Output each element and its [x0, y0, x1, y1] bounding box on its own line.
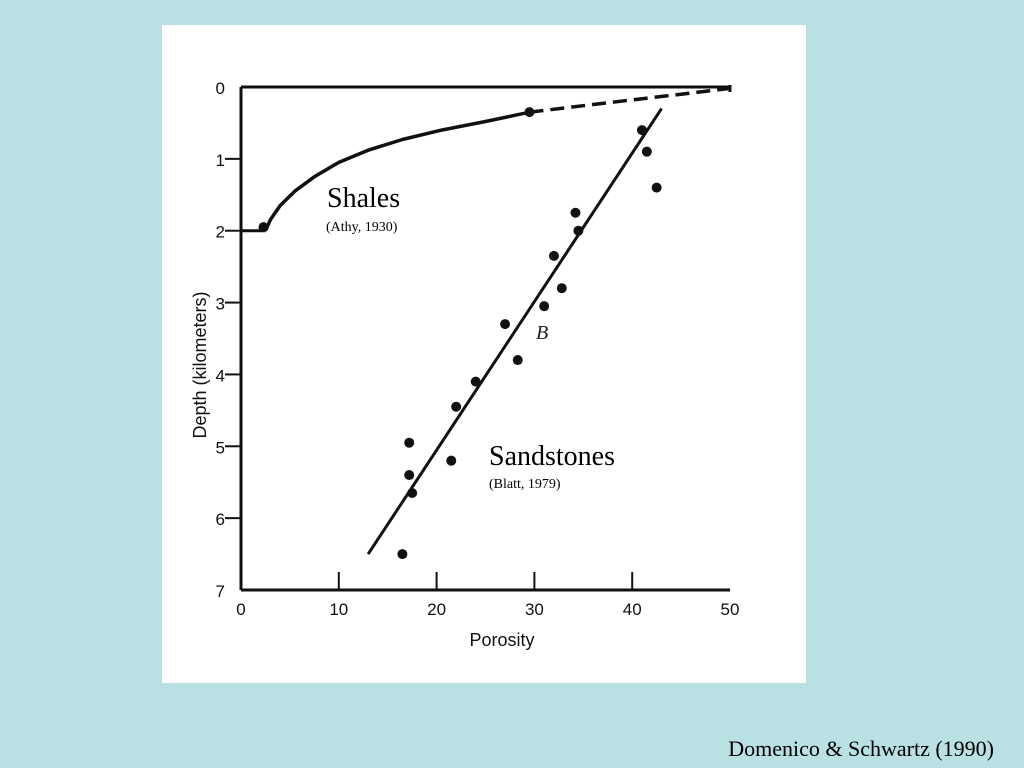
y-tick-label-4: 4: [216, 366, 225, 385]
curve-layer: [241, 86, 731, 555]
sandstones-point-16: [651, 182, 662, 193]
y-tick-label-2: 2: [216, 223, 225, 242]
sandstones-label: Sandstones: [489, 441, 615, 472]
points-layer: [258, 107, 662, 560]
axes-layer: 0 10 20 30 40 50 0 1 2 3 4 5 6 7: [216, 79, 740, 619]
sandstones-point-7: [500, 319, 511, 330]
y-tick-label-3: 3: [216, 295, 225, 314]
shales-point-0: [258, 222, 269, 233]
sandstones-point-8: [512, 355, 523, 366]
shales-curve-dashed-extension: [529, 86, 731, 114]
x-tick-label-50: 50: [721, 600, 740, 619]
text-layer: Shales (Athy, 1930) Sandstones (Blatt, 1…: [190, 183, 615, 650]
sandstones-point-1: [407, 487, 418, 498]
curve-marker-b: B: [536, 322, 548, 344]
y-tick-label-0: 0: [216, 79, 225, 98]
sandstones-point-6: [470, 376, 481, 387]
y-tick-label-1: 1: [216, 151, 225, 170]
sandstones-point-10: [548, 250, 559, 261]
x-axis-title: Porosity: [469, 630, 534, 650]
figure-panel: 0 10 20 30 40 50 0 1 2 3 4 5 6 7 Shales (Athy, 1930) …: [162, 25, 806, 683]
shales-point-1: [524, 107, 535, 118]
x-tick-label-30: 30: [525, 600, 544, 619]
sandstones-fit-line: [366, 107, 663, 555]
sandstones-point-15: [641, 146, 652, 157]
sandstones-point-0: [397, 549, 408, 560]
sandstones-point-11: [556, 283, 567, 294]
citation: Domenico & Schwartz (1990): [728, 736, 994, 761]
x-tick-label-0: 0: [236, 600, 245, 619]
shales-source-label: (Athy, 1930): [326, 220, 398, 235]
porosity-depth-chart: 0 10 20 30 40 50 0 1 2 3 4 5 6 7 Shales (Athy, 1930) …: [190, 79, 740, 650]
sandstones-point-14: [636, 125, 647, 136]
y-tick-label-7: 7: [216, 582, 225, 601]
sandstones-source-label: (Blatt, 1979): [489, 477, 561, 492]
shales-curve: [263, 110, 530, 232]
sandstones-point-9: [539, 301, 550, 312]
y-tick-label-6: 6: [216, 510, 225, 529]
sandstones-point-5: [451, 401, 462, 412]
x-tick-label-10: 10: [329, 600, 348, 619]
sandstones-point-13: [573, 225, 584, 236]
sandstones-point-12: [570, 207, 581, 218]
y-tick-label-5: 5: [216, 438, 225, 457]
y-axis-title: Depth (kilometers): [190, 291, 210, 438]
x-tick-label-20: 20: [427, 600, 446, 619]
x-tick-label-40: 40: [623, 600, 642, 619]
shales-label: Shales: [327, 183, 400, 214]
sandstones-point-3: [404, 437, 415, 448]
sandstones-point-4: [446, 455, 457, 466]
sandstones-point-2: [404, 470, 415, 481]
